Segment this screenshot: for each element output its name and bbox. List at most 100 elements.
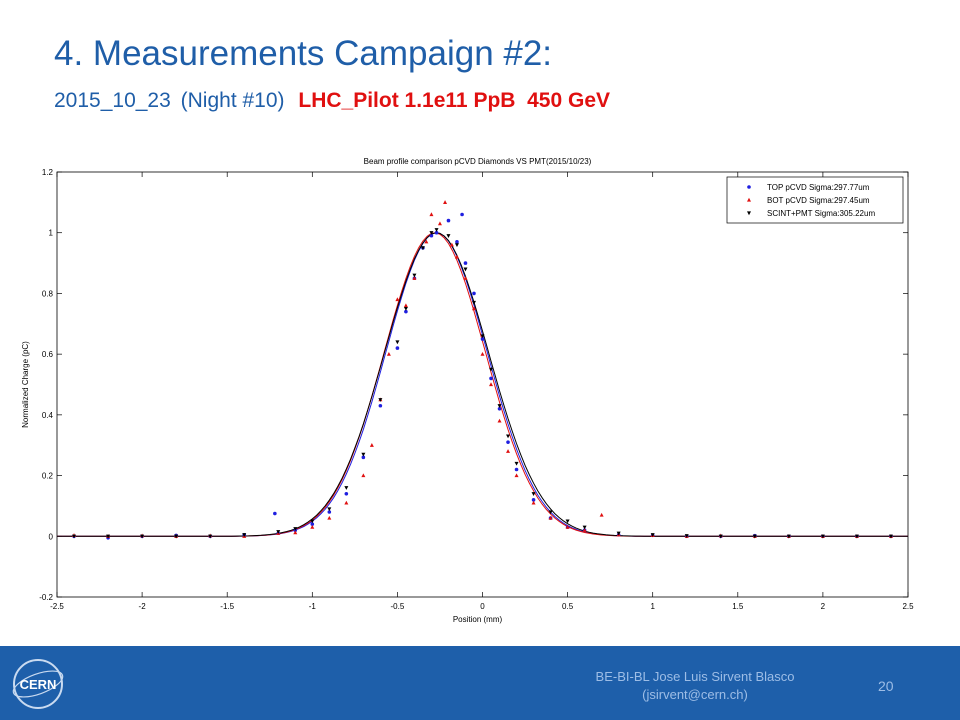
footer-bar: CERN BE-BI-BL Jose Luis Sirvent Blasco (… xyxy=(0,646,960,720)
data-point xyxy=(395,297,400,302)
data-point xyxy=(208,534,213,539)
data-point xyxy=(548,515,553,520)
page-number: 20 xyxy=(878,678,894,694)
y-tick-label: 0.4 xyxy=(42,411,54,420)
y-tick-label: -0.2 xyxy=(39,593,53,602)
data-point xyxy=(437,221,442,226)
x-tick-label: 2 xyxy=(821,602,826,611)
data-point xyxy=(449,242,454,247)
x-tick-label: -2.5 xyxy=(50,602,64,611)
data-point xyxy=(684,534,689,538)
data-point xyxy=(344,500,349,505)
data-point xyxy=(369,443,374,447)
data-point xyxy=(276,530,281,534)
data-point xyxy=(786,534,791,539)
data-point xyxy=(446,234,451,238)
data-point xyxy=(514,461,519,466)
data-point xyxy=(424,239,429,244)
legend-label: SCINT+PMT Sigma:305.22um xyxy=(767,209,875,218)
x-tick-label: -0.5 xyxy=(391,602,405,611)
data-point xyxy=(446,218,451,223)
data-point xyxy=(489,367,494,372)
x-tick-label: 2.5 xyxy=(902,602,914,611)
data-point xyxy=(293,530,298,535)
data-point xyxy=(395,340,400,345)
y-tick-label: 0.8 xyxy=(42,289,54,298)
data-point xyxy=(454,243,459,248)
data-point xyxy=(242,533,247,537)
slide-title: 4. Measurements Campaign #2: xyxy=(54,34,553,73)
data-point xyxy=(650,533,655,537)
cern-logo-icon: CERN xyxy=(12,659,64,709)
footer-email: (jsirvent@cern.ch) xyxy=(642,687,748,702)
x-tick-label: -1 xyxy=(309,602,317,611)
y-axis-label: Normalized Charge (pC) xyxy=(21,341,30,428)
slide-subtitle: 2015_10_23 (Night #10) LHC_Pilot 1.1e11 … xyxy=(54,89,610,113)
data-point xyxy=(454,254,459,259)
data-point xyxy=(471,300,476,305)
data-point xyxy=(455,240,459,244)
footer-author: BE-BI-BL Jose Luis Sirvent Blasco xyxy=(595,669,795,684)
data-point xyxy=(293,527,298,531)
y-tick-label: 0.2 xyxy=(42,472,54,481)
data-point xyxy=(531,498,536,502)
data-point xyxy=(361,473,366,478)
legend-marker xyxy=(747,211,751,216)
data-point xyxy=(327,515,332,520)
x-tick-label: 1.5 xyxy=(732,602,744,611)
data-point xyxy=(429,212,434,217)
data-point xyxy=(506,449,511,453)
data-point xyxy=(463,261,468,265)
data-point xyxy=(599,512,604,517)
data-point xyxy=(497,418,502,423)
data-point xyxy=(480,351,485,356)
data-point xyxy=(565,519,570,524)
data-point xyxy=(506,440,510,444)
subtitle-run-info: LHC_Pilot 1.1e11 PpB 450 GeV xyxy=(298,89,611,112)
data-point xyxy=(514,473,519,478)
beam-profile-chart: -2.5 -2 -1.5 -1 -0.5 0 0.5 1 1.5 2 2.5 -0.2 0 0.2 0.4 0… xyxy=(21,157,914,624)
x-tick-label: -2 xyxy=(139,602,147,611)
footer-author-block: BE-BI-BL Jose Luis Sirvent Blasco (jsirv… xyxy=(560,668,830,704)
data-point xyxy=(565,524,570,529)
data-point xyxy=(327,510,332,514)
data-point xyxy=(344,486,349,490)
cern-logo-text: CERN xyxy=(20,677,57,692)
data-point xyxy=(378,398,383,402)
data-point xyxy=(548,510,553,515)
legend-label: BOT pCVD Sigma:297.45um xyxy=(767,196,870,205)
data-point xyxy=(463,267,468,272)
data-point xyxy=(718,534,723,539)
data-point xyxy=(429,233,434,238)
y-tick-label: 1.2 xyxy=(42,168,54,177)
data-point xyxy=(403,307,408,311)
data-point xyxy=(489,376,493,381)
x-tick-label: 0 xyxy=(480,602,485,611)
data-point xyxy=(412,273,417,278)
data-point xyxy=(443,200,448,204)
data-point xyxy=(480,334,485,339)
data-point xyxy=(434,228,439,232)
data-point xyxy=(471,306,476,311)
data-point xyxy=(434,230,439,235)
data-point xyxy=(460,212,464,217)
data-point xyxy=(72,534,77,539)
data-point xyxy=(497,404,502,408)
x-axis-label: Position (mm) xyxy=(453,615,503,624)
data-point xyxy=(404,309,408,314)
data-point xyxy=(361,452,366,457)
x-tick-label: 0.5 xyxy=(562,602,574,611)
data-point xyxy=(386,351,391,356)
data-point xyxy=(429,231,434,235)
data-point xyxy=(310,522,315,526)
x-tick-label: 1 xyxy=(650,602,655,611)
data-point xyxy=(582,525,587,530)
legend-marker xyxy=(747,197,751,202)
data-point xyxy=(616,531,621,536)
chart-title: Beam profile comparison pCVD Diamonds VS… xyxy=(364,157,592,166)
data-point xyxy=(395,346,400,350)
data-point xyxy=(480,337,485,341)
subtitle-date: 2015_10_23 xyxy=(54,89,171,112)
data-point xyxy=(582,528,587,532)
data-point xyxy=(463,276,468,280)
